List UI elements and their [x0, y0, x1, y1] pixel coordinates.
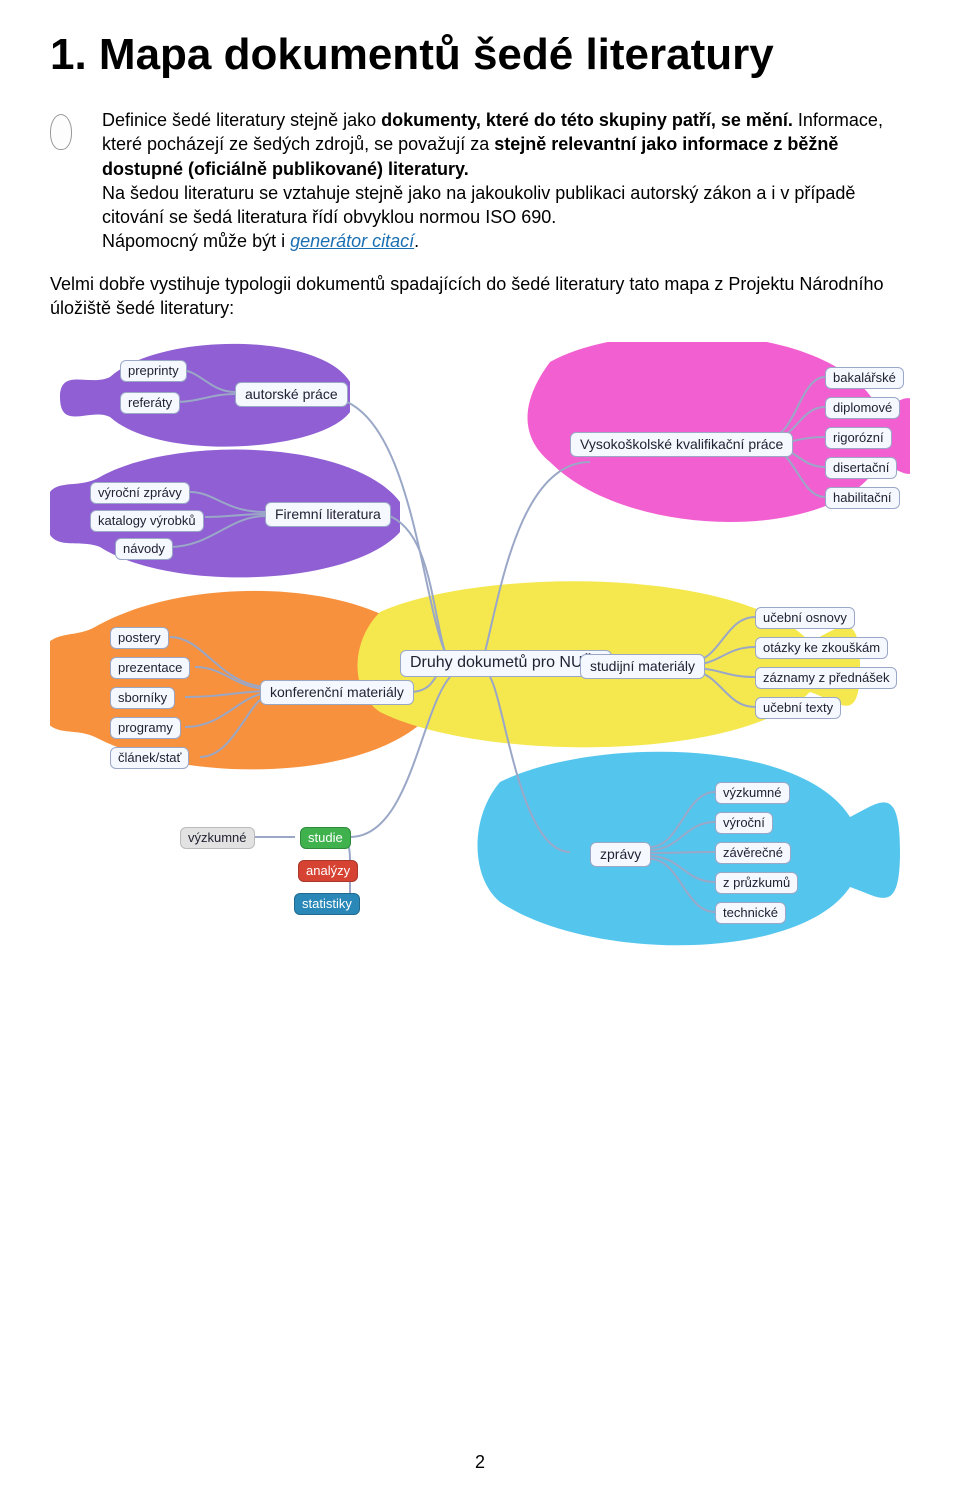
node-otazky-ke-zkouskam: otázky ke zkouškám [755, 637, 888, 659]
node-zpravy-technicke: technické [715, 902, 786, 924]
node-referaty: referáty [120, 392, 180, 414]
node-zpravy-vyzkumne: výzkumné [715, 782, 790, 804]
intro-b1: dokumenty, které do této skupiny patří, … [381, 110, 793, 130]
node-sborniky: sborníky [110, 687, 175, 709]
node-bakalarske: bakalářské [825, 367, 904, 389]
node-ucebni-osnovy: učební osnovy [755, 607, 855, 629]
node-zpravy-z-pruzkumu: z průzkumů [715, 872, 798, 894]
node-zpravy-vyrocni: výroční [715, 812, 773, 834]
node-rigorozni: rigorózní [825, 427, 892, 449]
node-ucebni-texty: učební texty [755, 697, 841, 719]
node-zpravy-zaverecne: závěrečné [715, 842, 791, 864]
node-firemni-literatura: Firemní literatura [265, 502, 391, 527]
node-navody: návody [115, 538, 173, 560]
page-number: 2 [0, 1452, 960, 1473]
node-statistiky: statistiky [294, 893, 360, 915]
intro-t3: Na šedou literaturu se vztahuje stejně j… [102, 183, 855, 227]
node-vs-kvalifikacni-prace: Vysokoškolské kvalifikační práce [570, 432, 793, 457]
node-autorske-prace: autorské práce [235, 382, 348, 407]
node-katalogy-vyrobku: katalogy výrobků [90, 510, 204, 532]
node-studie: studie [300, 827, 351, 849]
typology-paragraph: Velmi dobře vystihuje typologii dokument… [50, 272, 910, 321]
bullet-icon [50, 114, 74, 150]
node-prezentace: prezentace [110, 657, 190, 679]
intro-t4a: Nápomocný může být i [102, 231, 290, 251]
citation-generator-link[interactable]: generátor citací [290, 231, 414, 251]
node-preprinty: preprinty [120, 360, 187, 382]
node-disertacni: disertační [825, 457, 897, 479]
node-zaznamy-z-prednasek: záznamy z přednášek [755, 667, 897, 689]
intro-t1: Definice šedé literatury stejně jako [102, 110, 381, 130]
node-habilitacni: habilitační [825, 487, 900, 509]
node-analyzy: analýzy [298, 860, 358, 882]
node-konferencni-materialy: konferenční materiály [260, 680, 414, 705]
intro-t4b: . [414, 231, 419, 251]
node-vyzkumne-left: výzkumné [180, 827, 255, 849]
node-clanek-stat: článek/stať [110, 747, 189, 769]
node-programy: programy [110, 717, 181, 739]
intro-text: Definice šedé literatury stejně jako dok… [102, 108, 910, 254]
node-studijni-materialy: studijní materiály [580, 654, 705, 679]
intro-block: Definice šedé literatury stejně jako dok… [50, 108, 910, 254]
page-title: 1. Mapa dokumentů šedé literatury [50, 30, 910, 80]
mindmap-diagram: Druhy dokumetů pro NUŠL autorské práce p… [50, 342, 910, 1002]
node-zpravy: zprávy [590, 842, 651, 867]
node-diplomove: diplomové [825, 397, 900, 419]
node-postery: postery [110, 627, 169, 649]
node-vyrocni-zpravy: výroční zprávy [90, 482, 190, 504]
